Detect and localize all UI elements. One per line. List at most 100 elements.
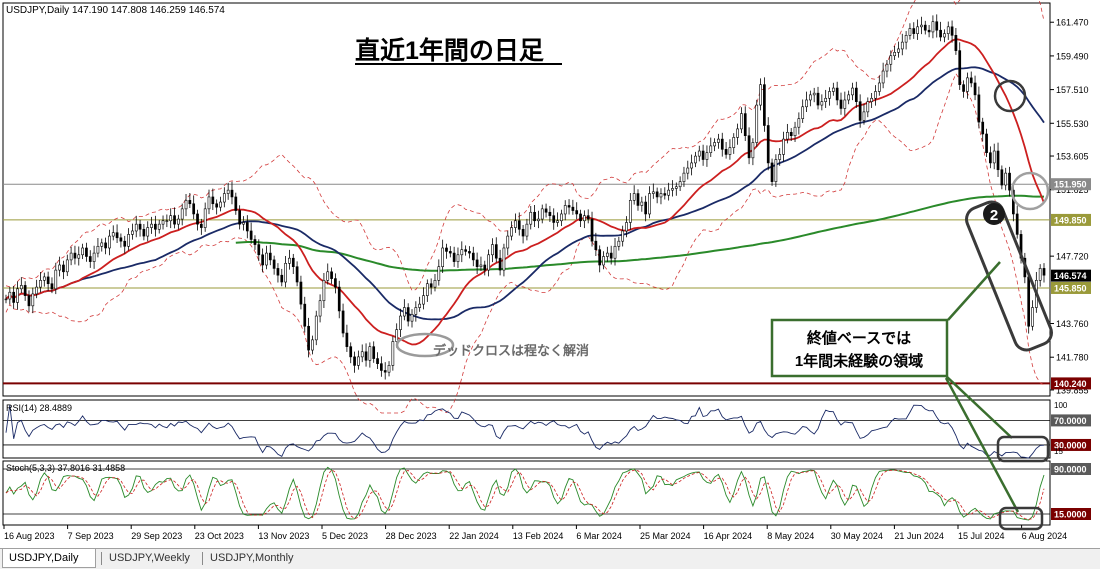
callout-line-1: 終値ベースでは <box>807 329 911 347</box>
candle-body <box>196 213 199 225</box>
candle-body <box>184 200 188 210</box>
moving-averages <box>5 38 1045 346</box>
candle-body <box>322 280 326 302</box>
x-tick-label: 21 Jun 2024 <box>894 531 944 541</box>
rsi-line <box>5 404 1045 459</box>
candle-body <box>521 228 525 237</box>
candle-body <box>73 252 77 259</box>
candle-body <box>326 271 330 281</box>
cross-circle-dark <box>993 79 1027 113</box>
candle-body <box>747 135 751 159</box>
candle-body <box>628 200 632 223</box>
candle-body <box>276 268 280 276</box>
candle-body <box>862 111 866 121</box>
marker-2-number: 2 <box>990 207 998 224</box>
tab-usdjpy-monthly[interactable]: USDJPY,Monthly <box>210 552 294 564</box>
candle-body <box>261 254 264 266</box>
candle-body <box>46 276 50 285</box>
candle-body <box>923 24 927 31</box>
candle-body <box>579 213 582 222</box>
candle-body <box>131 230 134 235</box>
candle-body <box>877 82 881 92</box>
candle-body <box>893 52 896 57</box>
candle-body <box>425 283 429 296</box>
candle-body <box>471 252 475 261</box>
y-tick-label: 157.510 <box>1056 85 1089 95</box>
stoch-panel-frame <box>2 460 1051 526</box>
candle-body <box>299 281 303 305</box>
stoch-k-line <box>5 466 1045 521</box>
candle-body <box>456 254 460 262</box>
candle-body <box>916 26 919 34</box>
candle-body <box>954 35 958 51</box>
candle-body <box>173 215 176 225</box>
candle-body <box>100 242 104 247</box>
y-tick-label: 153.605 <box>1056 152 1089 162</box>
candle-body <box>353 356 356 366</box>
candle-body <box>498 257 502 271</box>
stochastic-indicator: 90.0000 15.0000 <box>3 463 1091 521</box>
candle-body <box>782 138 785 155</box>
candle-body <box>655 191 659 198</box>
candle-body <box>820 101 824 106</box>
tab-separator <box>101 552 102 565</box>
rsi-axis-label: 15 <box>1054 447 1063 456</box>
candle-body <box>494 244 498 259</box>
candle-body <box>437 266 441 281</box>
candle-body <box>824 97 828 102</box>
candle-body <box>311 339 314 351</box>
symbol-info: USDJPY,Daily 147.190 147.808 146.259 146… <box>6 5 225 16</box>
candle-body <box>847 94 851 101</box>
candle-body <box>640 201 644 206</box>
candle-body <box>441 247 444 268</box>
candle-body <box>525 223 529 237</box>
candle-body <box>686 167 690 174</box>
x-tick-label: 22 Jan 2024 <box>449 531 499 541</box>
x-tick-label: 25 Mar 2024 <box>640 531 691 541</box>
candle-body <box>755 104 759 143</box>
price-chart[interactable]: 70.0000 30.0000 100 15 90.0000 15.0000 161.4… <box>0 0 1100 548</box>
candle-body <box>831 87 835 92</box>
candle-body <box>912 28 916 34</box>
candle-body <box>1042 268 1046 276</box>
y-tick-label: 141.780 <box>1056 353 1089 363</box>
bollinger-lower <box>5 72 1045 414</box>
candle-body <box>900 41 904 50</box>
candle-body <box>27 295 31 307</box>
tab-usdjpy-weekly[interactable]: USDJPY,Weekly <box>109 552 190 564</box>
candle-body <box>943 33 946 38</box>
candle-body <box>372 346 376 359</box>
candle-body <box>586 215 590 220</box>
candle-body <box>376 358 379 364</box>
x-tick-label: 13 Nov 2023 <box>258 531 309 541</box>
candle-body <box>368 346 372 361</box>
candle-body <box>380 363 383 371</box>
candle-body <box>85 247 88 257</box>
y-tick-label: 143.760 <box>1056 319 1089 329</box>
candle-body <box>410 314 414 322</box>
candle-body <box>69 252 73 261</box>
candle-body <box>812 92 816 96</box>
candle-body <box>560 213 563 222</box>
rsi-level-label: 30.0000 <box>1054 440 1087 450</box>
candle-body <box>242 222 245 225</box>
candle-body <box>985 133 988 154</box>
time-axis: 16 Aug 2023 7 Sep 2023 29 Sep 2023 23 Oct 2… <box>3 525 1067 541</box>
candle-body <box>341 310 345 334</box>
y-tick-label: 161.470 <box>1056 18 1089 28</box>
candle-body <box>709 145 713 154</box>
candle-body <box>452 252 456 262</box>
dead-cross-annotation: デッドクロスは程なく解消 <box>395 332 589 358</box>
tab-usdjpy-daily[interactable]: USDJPY,Daily <box>2 549 96 568</box>
candle-body <box>330 271 333 279</box>
candle-body <box>663 193 667 196</box>
candle-body <box>740 113 743 130</box>
candle-body <box>180 208 184 220</box>
candle-body <box>889 55 893 65</box>
candle-body <box>50 283 54 290</box>
candle-body <box>625 222 628 232</box>
level-label-bg <box>1051 281 1091 294</box>
candle-body <box>35 286 38 295</box>
y-tick-label: 151.625 <box>1056 185 1089 195</box>
candle-body <box>65 259 69 273</box>
